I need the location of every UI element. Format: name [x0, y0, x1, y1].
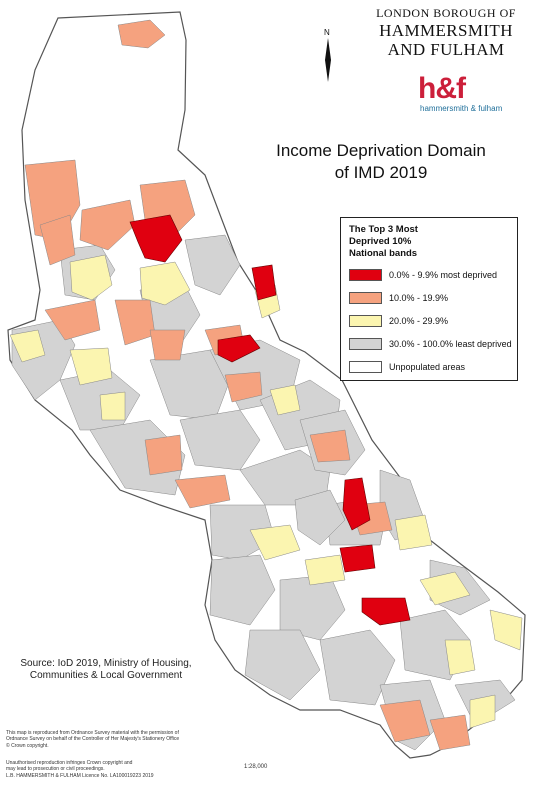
- source-note: Source: IoD 2019, Ministry of Housing, C…: [6, 658, 206, 682]
- source-line2: Communities & Local Government: [29, 670, 183, 681]
- legend-label: 0.0% - 9.9% most deprived: [389, 270, 498, 280]
- north-arrow-icon: [325, 38, 331, 82]
- legend-label: Unpopulated areas: [389, 362, 466, 372]
- north-label: N: [324, 28, 330, 37]
- legend-title-line3: National bands: [349, 248, 418, 259]
- legend-item: 10.0% - 19.9%: [349, 291, 509, 305]
- title-line2: of IMD 2019: [334, 163, 428, 182]
- legend-title-line1: The Top 3 Most: [349, 224, 418, 235]
- legend-label: 10.0% - 19.9%: [389, 293, 449, 303]
- legend-item: 20.0% - 29.9%: [349, 314, 509, 328]
- logo-mark: h&f: [418, 72, 466, 105]
- council-line1: LONDON BOROUGH OF: [376, 6, 516, 20]
- copyright-line: © Crown copyright.: [6, 742, 49, 749]
- north-arrow: N: [318, 28, 338, 84]
- title-line1: Income Deprivation Domain: [276, 141, 486, 160]
- legend-swatch: [349, 338, 382, 350]
- legend-label: 20.0% - 29.9%: [389, 316, 449, 326]
- legend-item: 0.0% - 9.9% most deprived: [349, 268, 509, 282]
- licence-line: may lead to prosecution or civil proceed…: [6, 766, 105, 773]
- copyright-line: Ordnance Survey on behalf of the Control…: [6, 736, 180, 743]
- red-areas: [129, 214, 411, 626]
- council-line3: AND FULHAM: [387, 40, 505, 59]
- salmon-areas: [24, 19, 471, 751]
- yellow-areas: [9, 254, 523, 729]
- hf-logo: h&f hammersmith & fulham: [418, 72, 528, 120]
- licence-line: Unauthorised reproduction infringes Crow…: [6, 760, 133, 766]
- legend-title-line2: Deprived 10%: [349, 236, 412, 247]
- council-line2: HAMMERSMITH: [379, 21, 513, 40]
- source-line1: Source: IoD 2019, Ministry of Housing,: [20, 658, 192, 669]
- legend-label: 30.0% - 100.0% least deprived: [389, 339, 512, 349]
- legend-item: 30.0% - 100.0% least deprived: [349, 337, 512, 351]
- legend-swatch: [349, 315, 382, 327]
- licence-note: Unauthorised reproduction infringes Crow…: [6, 760, 246, 779]
- legend: The Top 3 Most Deprived 10% National ban…: [340, 217, 518, 381]
- copyright-note: This map is reproduced from Ordnance Sur…: [6, 730, 246, 749]
- legend-swatch: [349, 269, 382, 281]
- copyright-line: This map is reproduced from Ordnance Sur…: [6, 730, 179, 736]
- licence-line: L.B. HAMMERSMITH & FULHAM Licence No. LA…: [6, 772, 154, 779]
- legend-item: Unpopulated areas: [349, 360, 509, 374]
- legend-swatch: [349, 361, 382, 373]
- council-name: LONDON BOROUGH OF HAMMERSMITH AND FULHAM: [371, 6, 521, 59]
- map-title: Income Deprivation Domain of IMD 2019: [262, 140, 500, 184]
- map-scale: 1:28,000: [244, 764, 268, 770]
- legend-swatch: [349, 292, 382, 304]
- logo-subtext: hammersmith & fulham: [420, 104, 503, 113]
- legend-title: The Top 3 Most Deprived 10% National ban…: [349, 224, 509, 260]
